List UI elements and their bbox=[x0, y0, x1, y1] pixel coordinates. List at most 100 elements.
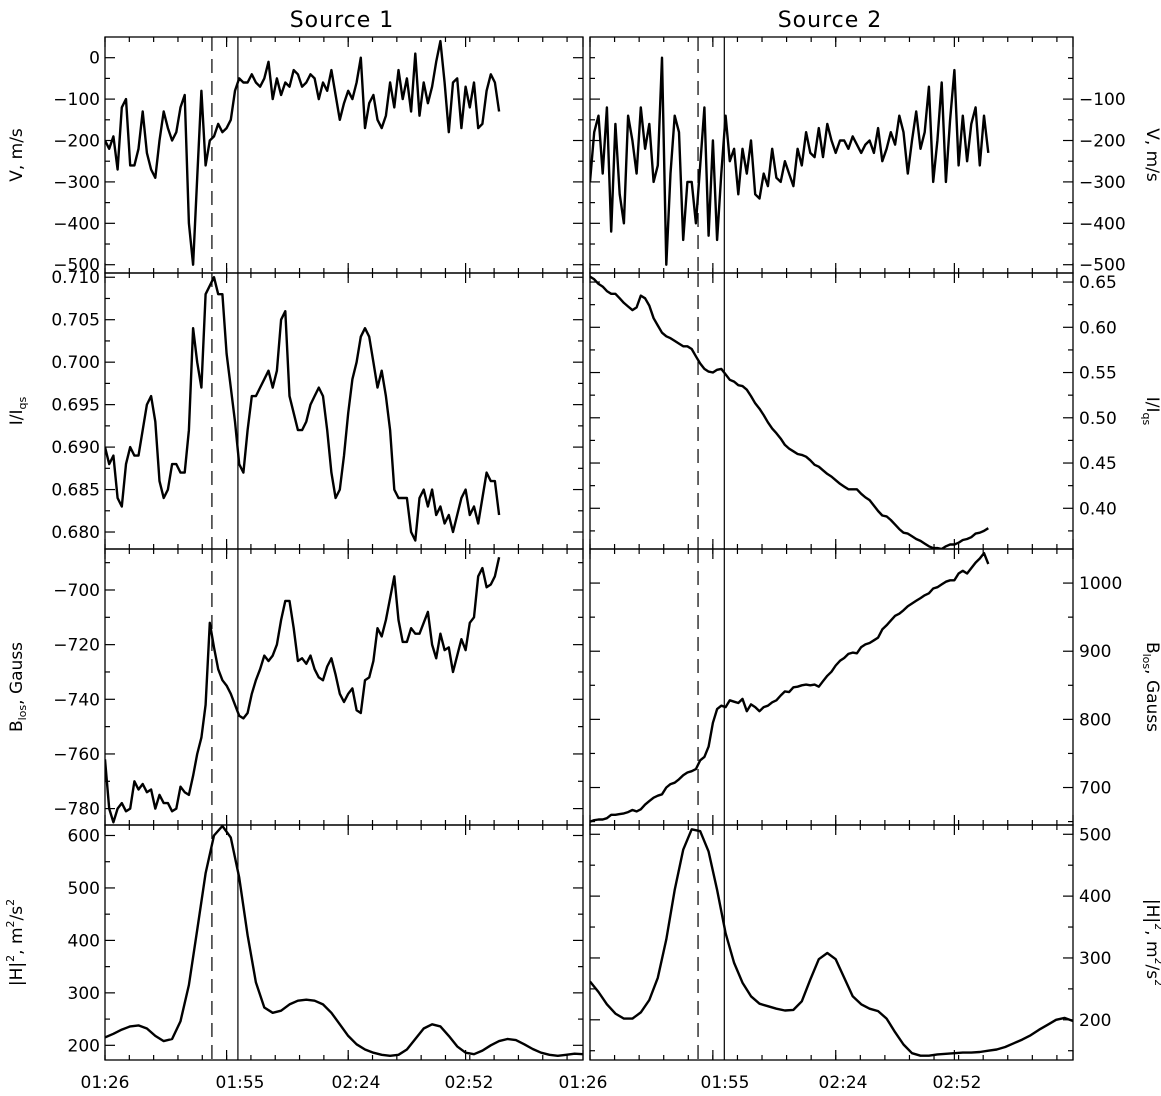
y-axis-label-part: qs bbox=[16, 396, 29, 409]
y-axis-label: |H|2, m2/s2 bbox=[4, 899, 27, 986]
y-tick-label: 0.700 bbox=[51, 353, 100, 373]
y-tick-label: 0.40 bbox=[1079, 499, 1117, 519]
y-axis-label-part: 2 bbox=[1152, 958, 1161, 965]
panel-frame bbox=[589, 824, 1074, 1061]
y-tick-label: −780 bbox=[53, 800, 100, 820]
x-tick-label: 01:55 bbox=[701, 1073, 750, 1093]
panel-magnetic-field-source-2: 700 800 900 1000 Blos, Gauss bbox=[589, 548, 1161, 826]
y-tick-label: 0.50 bbox=[1079, 409, 1117, 429]
y-tick-label: 600 bbox=[68, 826, 100, 846]
y-axis-label-part: qs bbox=[1140, 413, 1153, 426]
series-line-velocity-source-1 bbox=[105, 39, 501, 266]
y-tick-label: 800 bbox=[1079, 710, 1111, 730]
y-axis-label-part: I/I bbox=[1142, 397, 1161, 413]
panel-frame bbox=[104, 36, 584, 274]
y-tick-label: −740 bbox=[53, 690, 100, 710]
column-title-source-1: Source 1 bbox=[290, 8, 395, 33]
y-axis-label: |H|2, m2/s2 bbox=[1142, 899, 1161, 986]
x-tick-label: 01:26 bbox=[559, 1073, 608, 1093]
y-tick-label: −700 bbox=[53, 581, 100, 601]
y-tick-label: 300 bbox=[68, 984, 100, 1004]
y-tick-label: 0 bbox=[89, 49, 100, 69]
column-titles: Source 1 Source 2 bbox=[290, 8, 883, 33]
y-tick-label: 300 bbox=[1079, 949, 1111, 969]
y-tick-label: 0.680 bbox=[51, 523, 100, 543]
panel-frame bbox=[104, 272, 584, 550]
y-tick-label: −200 bbox=[53, 132, 100, 152]
y-tick-label: 1000 bbox=[1079, 574, 1122, 594]
series-line-magnetic-field-source-1 bbox=[105, 556, 501, 824]
y-axis-label-part: 2 bbox=[4, 920, 17, 927]
y-tick-label: 0.710 bbox=[51, 268, 100, 288]
y-tick-label: 400 bbox=[68, 931, 100, 951]
y-axis-label: I/Iqs bbox=[7, 396, 29, 425]
y-axis-label: V, m/s bbox=[7, 128, 27, 182]
series-line-magnetic-field-source-2 bbox=[590, 551, 990, 823]
x-tick-label: 02:24 bbox=[332, 1073, 381, 1093]
y-tick-label: −500 bbox=[53, 256, 100, 276]
panel-helicity-source-2: 200 300 400 500 |H|2, m2/s2 bbox=[589, 824, 1161, 1061]
y-axis-label-part: |H| bbox=[7, 962, 27, 986]
y-axis-label: Blos, Gauss bbox=[7, 642, 29, 732]
series-line-intensity-source-1 bbox=[105, 276, 501, 542]
y-tick-label: −100 bbox=[53, 90, 100, 110]
y-axis-label-part: , m bbox=[7, 927, 27, 954]
y-tick-label: 0.685 bbox=[51, 481, 100, 501]
y-axis-label-part: |H| bbox=[1142, 899, 1161, 923]
y-axis-label-part: , Gauss bbox=[1142, 669, 1161, 732]
y-axis-label-part: 2 bbox=[4, 955, 17, 962]
y-tick-label: −300 bbox=[1079, 173, 1126, 193]
y-axis-label-part: /s bbox=[7, 906, 27, 921]
y-axis-label: Blos, Gauss bbox=[1140, 642, 1161, 732]
panel-frame bbox=[589, 548, 1074, 826]
x-tick-label: 01:26 bbox=[81, 1073, 130, 1093]
panel-intensity-source-1: 0.680 0.685 0.690 0.695 0.700 0.705 0.710 I/Iqs bbox=[7, 268, 584, 550]
panel-frame bbox=[104, 548, 584, 826]
x-tick-label: 02:52 bbox=[445, 1073, 494, 1093]
x-tick-label: 02:52 bbox=[933, 1073, 982, 1093]
x-tick-label: 02:24 bbox=[819, 1073, 868, 1093]
panel-intensity-source-2: 0.40 0.45 0.50 0.55 0.60 0.65 I/Iqs bbox=[589, 272, 1161, 550]
x-axis-tick-labels: 01:26 01:55 02:24 02:52 01:26 01:55 02:24 02:52 bbox=[81, 1073, 982, 1093]
y-axis-label-part: B bbox=[1142, 642, 1161, 654]
series-line-intensity-source-2 bbox=[590, 275, 989, 549]
y-tick-label: −760 bbox=[53, 745, 100, 765]
y-tick-label: 0.695 bbox=[51, 396, 100, 416]
y-axis-label: V, m/s bbox=[1142, 128, 1161, 182]
y-tick-label: 0.60 bbox=[1079, 318, 1117, 338]
y-tick-label: 0.705 bbox=[51, 311, 100, 331]
y-tick-label: 400 bbox=[1079, 887, 1111, 907]
y-tick-label: −200 bbox=[1079, 132, 1126, 152]
y-tick-label: 700 bbox=[1079, 779, 1111, 799]
y-axis-label-part: 2 bbox=[1152, 979, 1161, 986]
panel-magnetic-field-source-1: −700 −720 −740 −760 −780 Blos, Gauss bbox=[7, 548, 584, 826]
y-tick-label: 0.65 bbox=[1079, 273, 1117, 293]
panel-velocity-source-1: 0 −100 −200 −300 −400 −500 V, m/s bbox=[7, 36, 584, 276]
series-line-helicity-source-2 bbox=[590, 828, 1073, 1057]
y-tick-label: 500 bbox=[1079, 825, 1111, 845]
y-tick-label: −720 bbox=[53, 636, 100, 656]
y-tick-label: 200 bbox=[1079, 1011, 1111, 1031]
y-tick-label: −100 bbox=[1079, 90, 1126, 110]
y-axis-label-part: los bbox=[16, 705, 29, 721]
series-line-velocity-source-2 bbox=[590, 56, 990, 266]
panel-velocity-source-2: −100 −200 −300 −400 −500 V, m/s bbox=[589, 36, 1161, 276]
y-axis-label-part: 2 bbox=[4, 899, 17, 906]
y-axis-label-part: I/I bbox=[7, 409, 27, 425]
y-axis-label: I/Iqs bbox=[1140, 397, 1161, 426]
x-tick-label: 01:55 bbox=[216, 1073, 265, 1093]
y-axis-label-part: V, m/s bbox=[1142, 128, 1161, 182]
y-axis-label-part: , m bbox=[1142, 930, 1161, 957]
series-line-helicity-source-1 bbox=[105, 825, 583, 1057]
y-tick-label: −300 bbox=[53, 173, 100, 193]
panel-frame bbox=[589, 272, 1074, 550]
y-axis-label-part: 2 bbox=[1152, 923, 1161, 930]
y-axis-label-part: los bbox=[1140, 654, 1153, 670]
y-tick-label: 900 bbox=[1079, 642, 1111, 662]
y-axis-label-part: B bbox=[7, 720, 27, 732]
column-title-source-2: Source 2 bbox=[778, 8, 883, 33]
y-tick-label: 0.45 bbox=[1079, 454, 1117, 474]
y-tick-label: 500 bbox=[68, 879, 100, 899]
